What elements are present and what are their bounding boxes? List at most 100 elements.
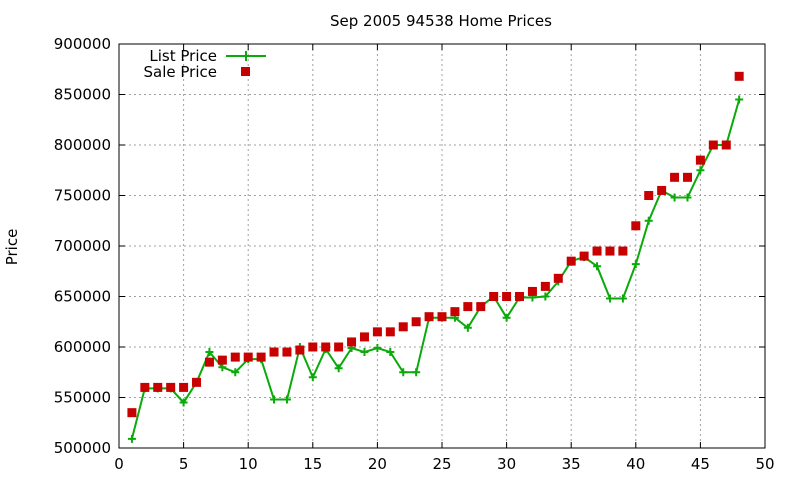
sale-price-point xyxy=(269,347,279,357)
list-price-point xyxy=(282,395,291,404)
sale-price-point xyxy=(618,246,628,256)
sale-price-point xyxy=(127,408,137,418)
list-price-series xyxy=(127,95,744,443)
x-tick-label: 5 xyxy=(179,455,189,473)
list-price-point xyxy=(179,398,188,407)
sale-price-point xyxy=(579,251,589,261)
list-price-point xyxy=(360,348,369,357)
list-price-point xyxy=(399,368,408,377)
list-price-point xyxy=(593,262,602,271)
grid xyxy=(119,44,765,448)
sale-price-point xyxy=(204,357,214,367)
sale-price-point xyxy=(527,286,537,296)
sale-price-point xyxy=(515,292,525,301)
list-price-point xyxy=(231,368,240,377)
y-tick-label: 750000 xyxy=(54,187,111,205)
legend-marker-sale xyxy=(241,67,250,76)
sale-price-point xyxy=(644,191,654,200)
x-tick-label: 10 xyxy=(239,455,258,473)
list-price-point xyxy=(270,395,279,404)
chart-title: Sep 2005 94538 Home Prices xyxy=(330,12,552,30)
sale-price-point xyxy=(631,221,641,231)
axis-ticks: 0 5 10 15 20 25 30 35 40 45 50 500000 550000 600000 65… xyxy=(54,35,775,473)
sale-price-point xyxy=(256,352,266,362)
sale-price-point xyxy=(450,307,460,317)
sale-price-point xyxy=(605,246,615,256)
x-tick-label: 15 xyxy=(303,455,322,473)
x-tick-label: 45 xyxy=(691,455,710,473)
sale-price-point xyxy=(282,347,292,357)
list-price-point xyxy=(618,294,627,303)
list-price-point xyxy=(463,323,472,332)
sale-price-point xyxy=(566,256,576,266)
sale-price-point xyxy=(476,302,486,312)
y-tick-label: 900000 xyxy=(54,35,111,53)
list-price-line xyxy=(130,99,741,440)
y-tick-label: 850000 xyxy=(54,86,111,104)
legend: List Price Sale Price xyxy=(144,47,266,81)
sale-price-point xyxy=(192,377,202,387)
x-tick-label: 50 xyxy=(755,455,774,473)
list-price-point xyxy=(670,193,679,202)
sale-price-point xyxy=(437,312,447,322)
sale-price-point xyxy=(682,172,692,182)
list-price-point xyxy=(205,348,214,357)
x-tick-label: 35 xyxy=(562,455,581,473)
sale-price-point xyxy=(657,185,667,195)
sale-price-point xyxy=(308,342,318,352)
x-tick-label: 30 xyxy=(497,455,516,473)
sale-price-point xyxy=(321,342,331,352)
sale-price-point xyxy=(695,155,705,165)
x-tick-label: 40 xyxy=(626,455,645,473)
sale-price-point xyxy=(153,382,163,392)
sale-price-point xyxy=(140,382,150,392)
x-tick-label: 20 xyxy=(368,455,387,473)
sale-price-point xyxy=(424,312,434,322)
sale-price-point xyxy=(592,246,602,256)
list-price-point xyxy=(735,95,744,104)
x-tick-label: 0 xyxy=(114,455,124,473)
list-price-point xyxy=(644,216,653,225)
y-tick-label: 700000 xyxy=(54,237,111,255)
sale-price-point xyxy=(179,382,189,392)
y-axis-label: Price xyxy=(3,229,21,266)
sale-price-point xyxy=(670,172,680,182)
sale-price-point xyxy=(540,281,550,291)
plot-frame xyxy=(118,43,766,449)
legend-marker-list xyxy=(241,51,251,61)
list-price-point xyxy=(502,313,511,322)
y-tick-label: 650000 xyxy=(54,288,111,306)
x-tick-label: 25 xyxy=(432,455,451,473)
list-price-point xyxy=(373,344,382,353)
list-price-point xyxy=(631,260,640,269)
sale-price-point xyxy=(347,337,357,347)
list-price-point xyxy=(541,292,550,301)
list-price-point xyxy=(386,348,395,357)
legend-label-list: List Price xyxy=(149,47,217,65)
y-tick-label: 500000 xyxy=(54,439,111,457)
sale-price-point xyxy=(295,345,305,355)
sale-price-series xyxy=(127,71,744,418)
sale-price-point xyxy=(359,332,369,342)
sale-price-point xyxy=(385,327,395,337)
list-price-point xyxy=(412,368,421,377)
list-price-point xyxy=(605,294,614,303)
sale-price-point xyxy=(243,352,253,362)
sale-price-point xyxy=(166,382,176,392)
list-price-point xyxy=(127,434,136,443)
y-tick-label: 600000 xyxy=(54,338,111,356)
sale-price-point xyxy=(217,355,227,365)
list-price-point xyxy=(696,166,705,175)
sale-price-point xyxy=(463,302,473,312)
sale-price-point xyxy=(734,71,744,81)
list-price-point xyxy=(683,193,692,202)
sale-price-point xyxy=(553,273,563,283)
sale-price-point xyxy=(502,292,512,301)
y-tick-label: 550000 xyxy=(54,389,111,407)
list-price-point xyxy=(308,373,317,382)
list-price-point xyxy=(334,364,343,373)
legend-label-sale: Sale Price xyxy=(144,63,217,81)
sale-price-point xyxy=(721,140,731,150)
sale-price-point xyxy=(230,352,240,362)
